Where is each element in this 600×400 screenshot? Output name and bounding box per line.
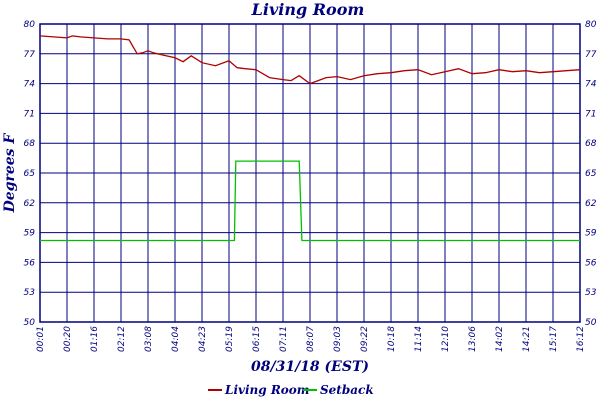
legend: Living Room Setback <box>208 383 374 397</box>
x-tick-label: 12:10 <box>441 326 451 352</box>
x-tick-label: 10:18 <box>387 326 397 352</box>
y-tick-label-right: 50 <box>585 318 597 328</box>
x-tick-label: 04:04 <box>171 326 181 352</box>
y-tick-label-left: 68 <box>24 139 36 149</box>
y-tick-label-left: 80 <box>24 20 36 30</box>
y-tick-label-left: 65 <box>24 169 36 179</box>
y-tick-label-left: 77 <box>24 50 36 60</box>
chart-title: Living Room <box>251 0 365 19</box>
grid <box>39 23 581 323</box>
y-axis-title: Degrees F <box>2 133 18 214</box>
x-tick-label: 02:12 <box>117 326 127 352</box>
x-tick-label: 00:01 <box>36 326 46 352</box>
y-tick-label-right: 74 <box>585 80 597 90</box>
x-tick-label: 15:17 <box>549 326 559 352</box>
x-tick-label: 08:07 <box>306 326 316 352</box>
y-ticks-right: 50 53 56 59 62 65 68 71 74 77 80 <box>585 20 597 328</box>
x-tick-label: 06:15 <box>252 326 262 352</box>
y-tick-label-right: 77 <box>585 50 597 60</box>
y-tick-label-right: 62 <box>585 199 597 209</box>
x-tick-label: 14:21 <box>522 326 532 352</box>
x-tick-label: 00:20 <box>63 326 73 352</box>
y-tick-label-right: 56 <box>585 258 597 268</box>
plot-frame <box>39 23 581 323</box>
x-tick-label: 09:03 <box>333 326 343 352</box>
y-tick-label-right: 59 <box>585 229 597 239</box>
y-tick-label-left: 71 <box>24 109 35 119</box>
y-tick-label-left: 53 <box>24 288 36 298</box>
x-axis-title: 08/31/18 (EST) <box>251 359 369 375</box>
y-tick-label-left: 59 <box>24 229 36 239</box>
y-tick-label-right: 71 <box>585 109 596 119</box>
y-tick-label-left: 56 <box>24 258 36 268</box>
y-tick-label-right: 80 <box>585 20 597 30</box>
x-tick-label: 16:12 <box>576 326 586 352</box>
y-ticks-left: 50 53 56 59 62 65 68 71 74 77 80 <box>24 20 36 328</box>
legend-label: Living Room <box>224 383 310 397</box>
x-tick-label: 04:23 <box>198 326 208 352</box>
y-tick-label-right: 53 <box>585 288 597 298</box>
series-layer <box>39 35 581 242</box>
legend-label: Setback <box>320 383 374 397</box>
x-tick-label: 09:22 <box>360 326 370 352</box>
series-line-1 <box>40 160 580 242</box>
y-tick-label-left: 50 <box>24 318 36 328</box>
x-ticks: 00:01 00:20 01:16 02:12 03:08 04:04 04:23 05:19… <box>36 326 586 352</box>
x-tick-label: 07:11 <box>279 326 289 352</box>
x-tick-label: 14:02 <box>495 326 505 352</box>
y-tick-label-left: 62 <box>24 199 36 209</box>
x-tick-label: 03:08 <box>144 326 154 352</box>
x-tick-label: 11:14 <box>414 326 424 352</box>
x-tick-label: 05:19 <box>225 326 235 352</box>
series-line-0 <box>39 35 581 85</box>
y-tick-label-left: 74 <box>24 80 36 90</box>
y-tick-label-right: 65 <box>585 169 597 179</box>
x-tick-label: 13:06 <box>468 326 478 352</box>
y-tick-label-right: 68 <box>585 139 597 149</box>
x-tick-label: 01:16 <box>90 326 100 352</box>
